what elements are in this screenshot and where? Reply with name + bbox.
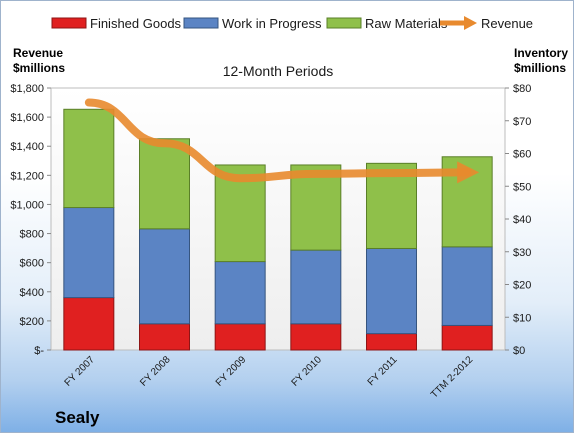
left-tick-label: $1,800 xyxy=(10,83,44,95)
category-label: FY 2008 xyxy=(138,354,173,389)
left-tick-label: $1,600 xyxy=(10,112,44,124)
legend-swatch-raw-materials xyxy=(326,17,362,29)
bar-finished-goods xyxy=(366,333,417,351)
right-tick-label: $0 xyxy=(513,345,525,357)
right-tick-label: $80 xyxy=(513,83,531,95)
legend-label-raw-materials: Raw Materials xyxy=(365,16,448,31)
right-axis-title-line2: $millions xyxy=(514,61,566,75)
bar-raw-materials xyxy=(139,138,190,230)
left-tick-label: $1,400 xyxy=(10,141,44,153)
bar-work-in-progress xyxy=(441,246,493,326)
right-tick-label: $60 xyxy=(513,149,531,161)
bar-raw-materials xyxy=(290,164,342,251)
bar-finished-goods xyxy=(290,323,342,351)
legend-label-finished-goods: Finished Goods xyxy=(90,16,182,31)
bar-work-in-progress xyxy=(290,249,342,325)
right-tick-label: $50 xyxy=(513,181,531,193)
left-tick-label: $1,000 xyxy=(10,199,44,211)
bar-finished-goods xyxy=(139,323,190,351)
right-tick-label: $70 xyxy=(513,116,531,128)
bar-raw-materials xyxy=(63,108,115,209)
category-label: FY 2010 xyxy=(290,354,325,389)
bar-work-in-progress xyxy=(214,261,266,325)
right-axis-title-line1: Inventory xyxy=(514,46,568,60)
left-axis-title-line1: Revenue xyxy=(13,46,63,60)
right-tick-label: $40 xyxy=(513,214,531,226)
bar-work-in-progress xyxy=(63,207,115,299)
bar-raw-materials xyxy=(366,162,417,249)
right-tick-label: $10 xyxy=(513,312,531,324)
left-axis: $- $200 $400 $600 $800 $1,000 $1,200 $1,400 $1,6… xyxy=(10,83,51,357)
right-tick-label: $30 xyxy=(513,247,531,259)
left-axis-title-line2: $millions xyxy=(13,61,65,75)
company-name: Sealy xyxy=(55,408,100,427)
revenue-line xyxy=(84,98,480,184)
bar-finished-goods xyxy=(441,324,493,351)
bar-finished-goods xyxy=(214,323,266,351)
left-tick-label: $600 xyxy=(20,258,44,270)
legend-swatch-revenue xyxy=(440,16,477,30)
left-tick-label: $400 xyxy=(20,287,44,299)
left-tick-label: $- xyxy=(34,345,44,357)
legend-label-revenue: Revenue xyxy=(481,16,533,31)
bar-work-in-progress xyxy=(366,247,417,335)
right-tick-label: $20 xyxy=(513,280,531,292)
legend-label-work-in-progress: Work in Progress xyxy=(222,16,322,31)
chart-subtitle: 12-Month Periods xyxy=(223,63,334,79)
legend: Finished Goods Work in Progress Raw Mate… xyxy=(51,16,533,31)
bar-finished-goods xyxy=(63,297,115,351)
category-label: TTM 2-2012 xyxy=(429,354,476,401)
left-tick-label: $800 xyxy=(20,229,44,241)
category-label: FY 2009 xyxy=(214,354,249,389)
bar-work-in-progress xyxy=(139,228,190,325)
category-label: FY 2007 xyxy=(63,354,98,389)
x-axis: FY 2007 FY 2008 FY 2009 FY 2010 FY 2011 TTM 2… xyxy=(63,354,476,401)
legend-swatch-finished-goods xyxy=(51,17,87,29)
category-label: FY 2011 xyxy=(366,354,400,388)
revenue-line-path xyxy=(84,98,472,183)
legend-swatch-work-in-progress xyxy=(183,17,219,29)
bar-series xyxy=(63,108,493,351)
left-tick-label: $200 xyxy=(20,316,44,328)
revenue-line-arrowhead xyxy=(457,161,480,184)
right-axis: $0 $10 $20 $30 $40 $50 $60 $70 $80 xyxy=(505,83,531,357)
left-tick-label: $1,200 xyxy=(10,170,44,182)
plot-area xyxy=(50,87,506,351)
